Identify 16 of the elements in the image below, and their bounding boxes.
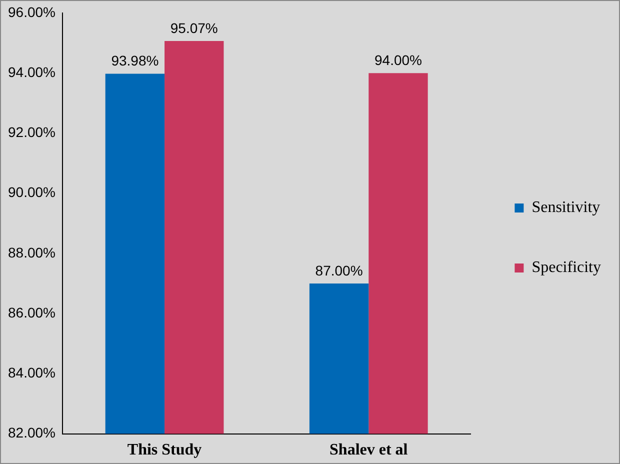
y-tick-label: 86.00% xyxy=(8,304,56,320)
legend-label: Specificity xyxy=(532,259,601,276)
y-tick-label: 88.00% xyxy=(8,244,56,260)
data-label: 93.98% xyxy=(111,52,159,69)
x-tick-label: Shalev et al xyxy=(330,442,408,459)
y-tick-label: 94.00% xyxy=(8,64,56,80)
data-label: 87.00% xyxy=(315,262,363,278)
y-tick-label: 84.00% xyxy=(8,364,56,381)
x-tick-label: This Study xyxy=(127,442,202,459)
y-tick-label: 90.00% xyxy=(8,184,56,200)
data-label: 94.00% xyxy=(374,52,422,68)
legend-label: Sensitivity xyxy=(532,199,600,216)
y-tick-label: 92.00% xyxy=(8,124,56,140)
y-tick-label: 96.00% xyxy=(8,4,56,20)
y-tick-label: 82.00% xyxy=(8,424,56,441)
data-label: 95.07% xyxy=(170,20,218,36)
